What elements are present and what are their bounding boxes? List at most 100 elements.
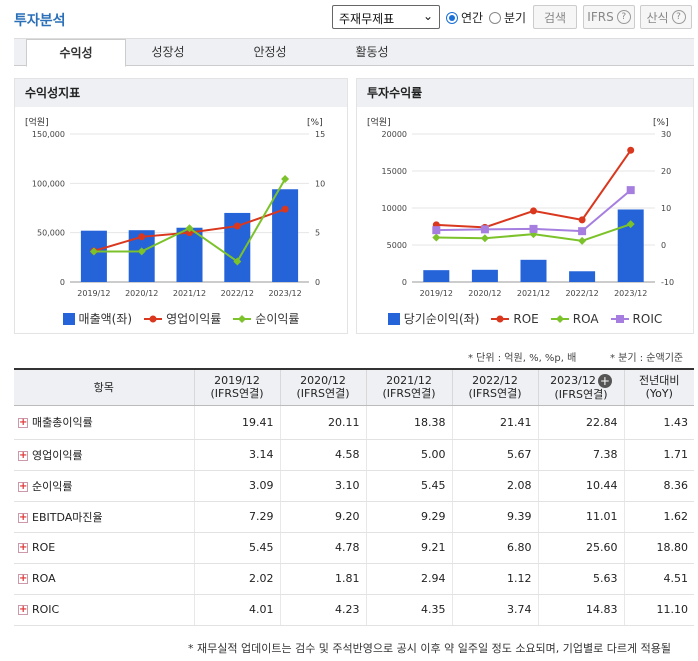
top-bar: 투자분석 주재무제표 ⌄ 연간 분기 검색 IFRS ? 산식 ? [0,0,698,36]
year-label: 2020/12 [300,374,346,388]
investment-return-chart-panel: 투자수익률 [억원] [%] 20000 15000 10000 5000 0 30 20 10 0… [356,78,694,334]
formula-help-button[interactable]: 산식 ? [640,5,692,29]
question-icon: ? [671,10,686,24]
expand-plus-icon[interactable]: + [18,604,28,615]
left-tick-label: 100,000 [32,179,65,188]
x-tick-label: 2021/12 [173,289,206,298]
tab-profitability[interactable]: 수익성 [26,39,126,67]
bar [569,271,596,282]
expand-plus-icon[interactable]: + [18,417,28,428]
header-item: 항목 [14,369,194,406]
value-cell: 3.10 [279,470,366,502]
bar [80,230,107,282]
row-label[interactable]: + EBITDA마진율 [14,501,194,533]
profitability-chart-panel: 수익성지표 [억원] [%] 150,000 100,000 50,000 0 15 10 5 0… [14,78,348,334]
tab-stability[interactable]: 안정성 [253,45,287,59]
expand-plus-icon[interactable]: + [597,373,612,388]
select-value: 주재무제표 [339,12,395,26]
x-tick-label: 2021/12 [517,289,550,298]
formula-label: 산식 [646,10,669,25]
value-cell: 9.20 [279,501,366,533]
bar [423,270,450,282]
value-cell: 14.83 [537,594,624,626]
tab-growth[interactable]: 성장성 [151,45,185,59]
header-year: 2019/12 (IFRS연결) [193,369,280,406]
analysis-tabs: 수익성 성장성 안정성 활동성 [14,38,694,67]
annual-radio-label: 연간 [461,11,484,25]
value-cell: 4.58 [279,439,366,471]
page-title: 투자분석 [14,13,66,29]
expand-plus-icon[interactable]: + [18,573,28,584]
value-cell: 5.63 [537,563,624,595]
basis-label: (IFRS연결) [468,387,522,401]
header-year: 2023/12 + (IFRS연결) [537,369,624,406]
left-tick-label: 0 [402,278,407,287]
value-cell: 10.44 [537,470,624,502]
search-button[interactable]: 검색 [533,5,577,29]
row-label[interactable]: + 순이익률 [14,470,194,502]
legend-line-swatch [233,314,252,323]
legend-label: 영업이익률 [166,312,222,326]
row-label[interactable]: + 영업이익률 [14,439,194,471]
quarter-note: * 분기 : 순액기준 [610,353,684,364]
ifrs-help-button[interactable]: IFRS ? [583,5,635,29]
row-label[interactable]: + ROA [14,563,194,595]
value-cell: 9.21 [365,532,452,564]
expand-plus-icon[interactable]: + [18,480,28,492]
value-cell: 4.01 [193,594,280,626]
x-tick-label: 2020/12 [125,289,158,298]
quarter-radio-label: 분기 [504,11,527,25]
expand-plus-icon[interactable]: + [18,511,28,523]
yoy-cell: 11.10 [623,594,694,626]
row-name: EBITDA마진율 [32,510,103,524]
series-point [626,220,635,229]
row-name: 순이익률 [32,479,73,493]
right-tick-label: 10 [315,179,325,188]
legend-item: 매출액(좌) [62,310,132,327]
left-tick-label: 50,000 [37,229,65,238]
right-tick-label: -10 [661,278,674,287]
chevron-down-icon: ⌄ [422,9,433,23]
legend-item: ROA [550,310,599,327]
left-axis-unit: [억원] [367,116,391,128]
table-row: + EBITDA마진율 7.29 9.20 9.29 9.39 11.01 1.62 [14,501,694,533]
right-tick-label: 0 [661,241,666,250]
value-cell: 4.78 [279,532,366,564]
value-cell: 5.00 [365,439,452,471]
row-label[interactable]: + ROE [14,532,194,564]
tab-activity[interactable]: 활동성 [355,45,389,59]
value-cell: 2.94 [365,563,452,595]
header-year: 2020/12 (IFRS연결) [279,369,366,406]
year-label: 2022/12 [472,374,518,388]
series-point [233,257,242,266]
series-point [480,225,489,234]
footnote: * 재무실적 업데이트는 검수 및 주석반영으로 공시 이후 약 일주일 정도 … [188,642,671,655]
value-cell: 11.01 [537,501,624,533]
investment-return-chart: [억원] [%] 20000 15000 10000 5000 0 30 20 10 0 -10 201… [367,116,674,298]
x-tick-label: 2022/12 [221,289,254,298]
basis-label: (IFRS연결) [210,387,264,401]
financial-ratio-table: 항목 2019/12 (IFRS연결) 2020/12 (IFRS연결) 2021/… [14,368,694,626]
row-label[interactable]: + ROIC [14,594,194,626]
series-point [480,234,489,243]
row-name: ROE [32,541,56,554]
year-label: 2023/12 [550,373,596,387]
series-point [432,233,441,242]
annual-radio[interactable]: 연간 [446,9,483,26]
left-tick-label: 150,000 [32,130,65,139]
quarter-radio[interactable]: 분기 [489,9,526,26]
yoy-cell: 8.36 [623,470,694,502]
expand-plus-icon[interactable]: + [18,542,28,553]
series-point [530,207,537,215]
row-label[interactable]: + 매출총이익률 [14,405,194,440]
right-tick-label: 10 [661,204,671,213]
chart-legend: 매출액(좌) 영업이익률 순이익률 [15,310,347,327]
x-tick-label: 2019/12 [77,289,110,298]
bar [471,269,498,282]
expand-plus-icon[interactable]: + [18,449,28,461]
statement-type-select[interactable]: 주재무제표 ⌄ [332,5,440,29]
legend-item: 당기순이익(좌) [387,310,479,327]
right-axis-unit: [%] [653,118,669,128]
yoy-cell: 1.71 [623,439,694,471]
value-cell: 1.81 [279,563,366,595]
